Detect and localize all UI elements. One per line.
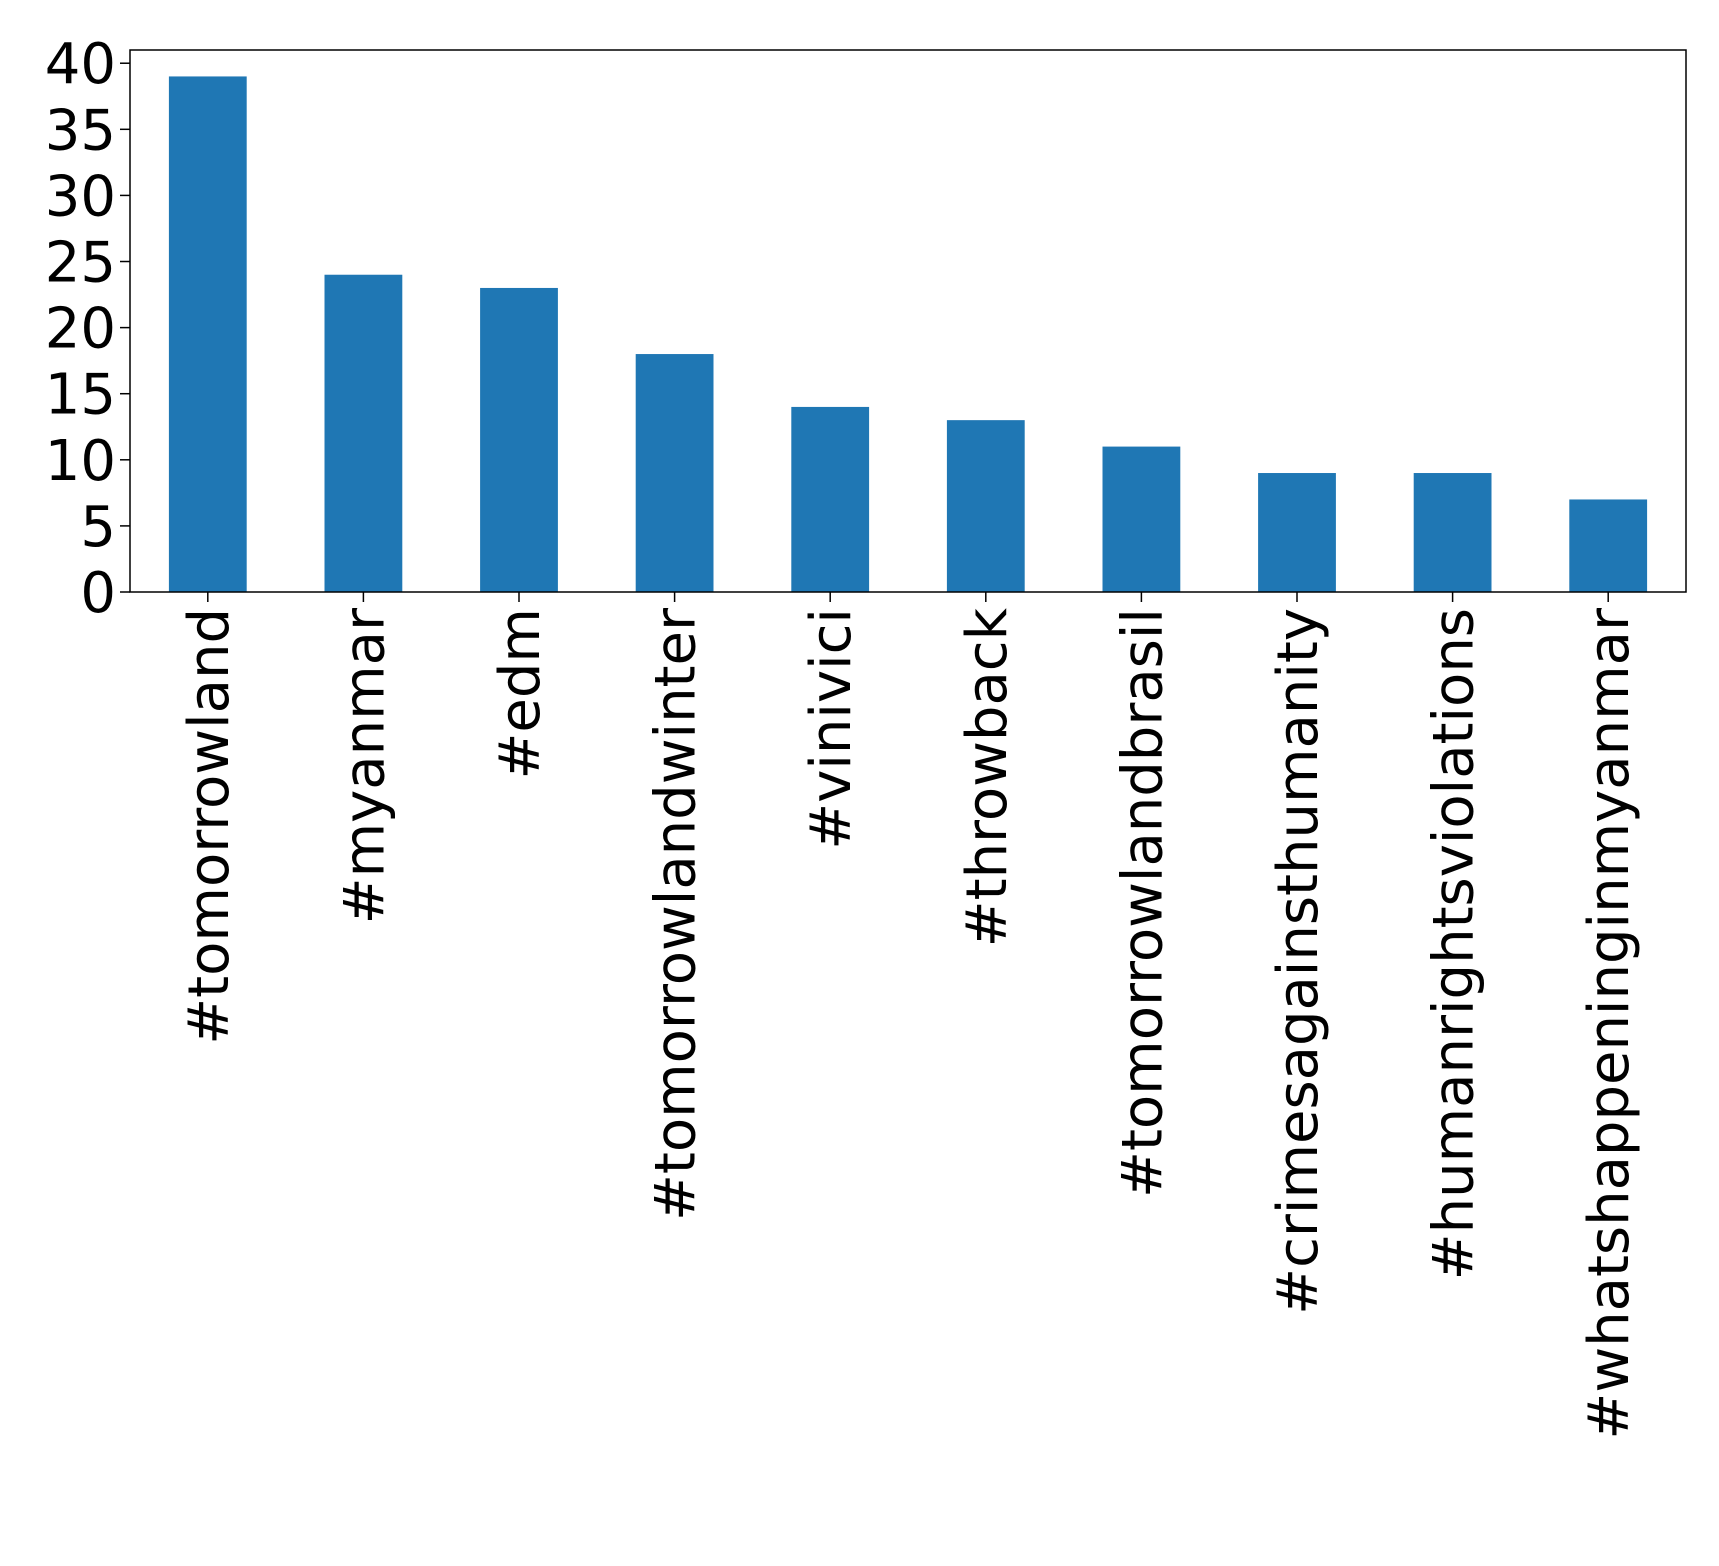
x-tick-label: #vinivici xyxy=(799,608,864,850)
x-tick-label: #humanrightsviolations xyxy=(1422,608,1487,1280)
bar-myanmar xyxy=(324,274,403,592)
bar-vinivici xyxy=(791,406,870,592)
bar-throwback xyxy=(946,420,1025,592)
y-tick-label: 25 xyxy=(45,231,116,296)
bar-tomorrowland xyxy=(168,76,247,592)
bar-humanrightsviolations xyxy=(1413,473,1492,592)
x-tick-label: #tomorrowlandwinter xyxy=(644,607,709,1221)
y-tick-label: 30 xyxy=(45,164,116,229)
x-tick-label: #myanmar xyxy=(332,607,397,924)
y-tick-label: 35 xyxy=(45,98,116,163)
y-tick-label: 10 xyxy=(45,429,116,494)
x-tick-label: #tomorrowlandbrasil xyxy=(1110,608,1175,1198)
y-tick-label: 15 xyxy=(45,363,116,428)
bar-crimesagainsthumanity xyxy=(1258,473,1336,592)
x-tick-label: #throwback xyxy=(955,607,1020,947)
x-axis: #tomorrowland #myanmar #edm #tomorrowlandwi… xyxy=(177,592,1642,1440)
x-tick-label: #crimesagainsthumanity xyxy=(1266,608,1331,1315)
x-tick-label: #edm xyxy=(488,608,553,779)
y-tick-label: 40 xyxy=(45,32,116,97)
bars-group xyxy=(168,76,1648,592)
y-tick-label: 5 xyxy=(80,495,116,560)
bar-tomorrowlandbrasil xyxy=(1102,446,1181,592)
plot-frame xyxy=(129,49,1687,593)
bar-edm xyxy=(480,287,558,592)
y-tick-label: 0 xyxy=(80,561,116,626)
bar-whatshappeninginmyanmar xyxy=(1569,499,1648,592)
x-tick-label: #tomorrowland xyxy=(177,608,242,1045)
bar-tomorrowlandwinter xyxy=(635,354,714,592)
y-tick-label: 20 xyxy=(45,297,116,362)
x-tick-label: #whatshappeninginmyanmar xyxy=(1577,607,1642,1440)
